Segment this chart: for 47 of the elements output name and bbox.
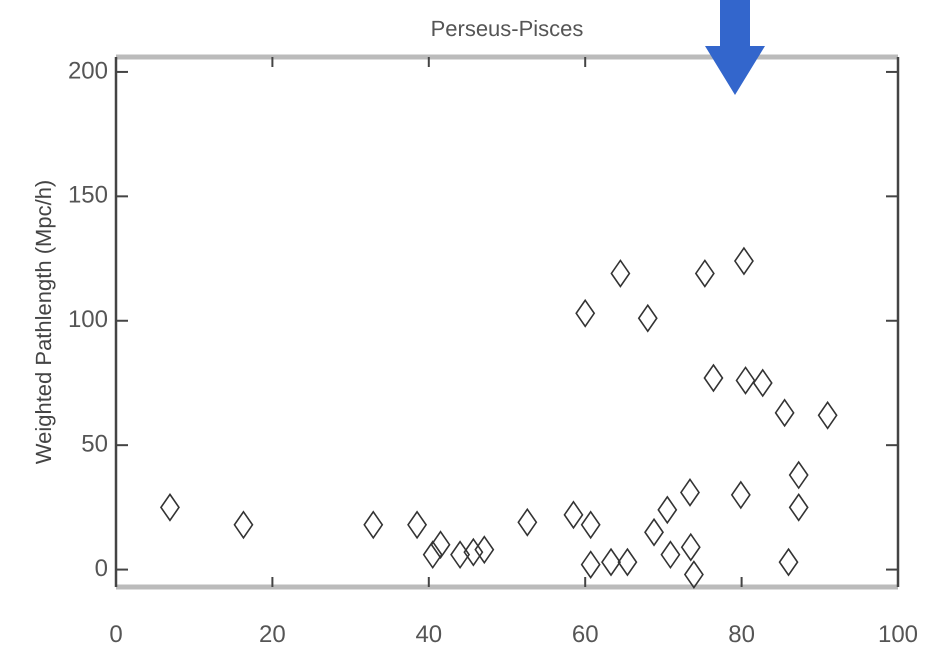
point <box>774 399 794 427</box>
point <box>638 304 658 332</box>
x-tick-label: 60 <box>572 621 599 648</box>
y-tick-label: 200 <box>68 57 108 84</box>
point <box>618 548 638 576</box>
x-tick-label: 80 <box>728 621 755 648</box>
point <box>160 494 180 522</box>
point <box>778 548 798 576</box>
point <box>464 538 484 566</box>
x-tick-label: 20 <box>259 621 286 648</box>
point <box>684 560 704 588</box>
point <box>363 510 384 539</box>
point <box>788 461 808 489</box>
y-axis-title: Weighted Pathlength (Mpc/h) <box>30 180 56 464</box>
point <box>736 366 756 394</box>
y-tick-label: 0 <box>94 554 108 582</box>
point <box>422 540 443 568</box>
point <box>450 540 470 568</box>
point <box>474 536 494 564</box>
point <box>580 510 600 539</box>
y-tick-label: 150 <box>68 182 108 209</box>
point <box>658 496 678 524</box>
point <box>704 364 724 392</box>
point <box>695 260 715 288</box>
point <box>430 530 450 558</box>
x-tick-label: 40 <box>415 621 442 648</box>
point <box>731 481 751 509</box>
y-tick-label: 100 <box>68 306 108 334</box>
point <box>564 501 584 529</box>
x-tick-label: 100 <box>878 621 918 648</box>
point <box>234 510 254 539</box>
point <box>407 510 427 539</box>
point <box>518 508 538 536</box>
point <box>680 533 701 561</box>
point <box>610 260 630 288</box>
point <box>580 550 600 578</box>
point <box>660 540 680 568</box>
y-tick-label: 50 <box>81 430 108 458</box>
point <box>644 518 664 546</box>
point <box>818 402 838 430</box>
chart-title: Perseus-Pisces <box>430 16 584 41</box>
point <box>752 369 773 397</box>
point <box>601 548 621 576</box>
point <box>680 478 700 506</box>
point <box>734 247 754 275</box>
point <box>788 494 808 522</box>
point <box>575 299 595 328</box>
